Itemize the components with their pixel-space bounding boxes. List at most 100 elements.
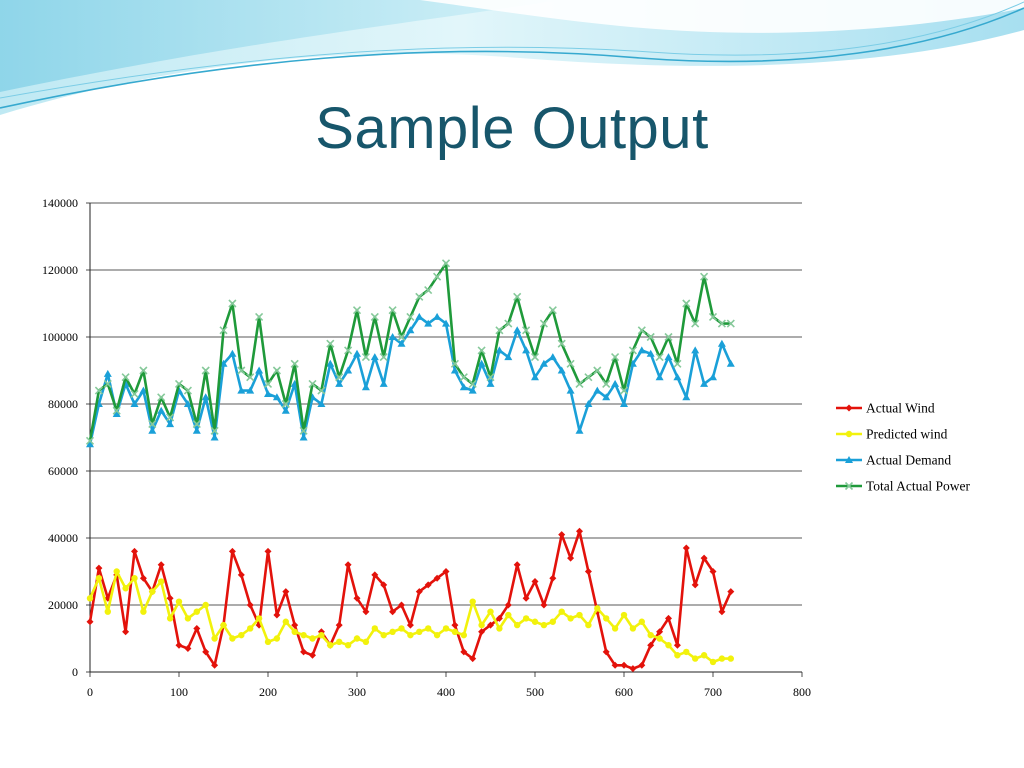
data-point-actual-demand (726, 359, 735, 367)
data-point-actual-wind (406, 621, 414, 629)
data-point-actual-demand (602, 393, 611, 401)
data-point-total-actual-power (486, 373, 495, 382)
data-point-predicted-wind (692, 655, 699, 662)
data-point-predicted-wind (184, 615, 192, 622)
data-point-predicted-wind (282, 618, 289, 625)
data-point-actual-demand (611, 379, 620, 387)
data-point-total-actual-power (655, 353, 664, 362)
legend-label: Actual Wind (866, 401, 935, 416)
data-point-actual-demand (477, 359, 486, 367)
data-point-actual-demand (103, 369, 112, 377)
data-point-predicted-wind (683, 648, 690, 656)
data-point-predicted-wind (122, 585, 129, 592)
x-tick-label: 700 (704, 685, 722, 699)
data-point-total-actual-power (183, 386, 192, 395)
data-point-predicted-wind (238, 631, 245, 639)
data-point-actual-demand (486, 379, 495, 387)
data-point-total-actual-power (664, 332, 673, 342)
data-point-actual-demand (531, 373, 539, 381)
data-point-predicted-wind (104, 608, 112, 615)
data-point-total-actual-power (575, 379, 584, 388)
data-point-actual-wind (709, 568, 717, 575)
data-point-actual-wind (380, 581, 388, 589)
data-point-actual-wind (237, 571, 245, 579)
data-point-predicted-wind (398, 625, 405, 632)
data-point-predicted-wind (158, 578, 165, 585)
data-point-predicted-wind (202, 601, 209, 609)
data-point-actual-demand (281, 406, 290, 414)
data-point-total-actual-power (157, 393, 166, 402)
data-point-predicted-wind (531, 618, 539, 625)
data-point-actual-demand (379, 379, 388, 387)
data-point-total-actual-power (192, 420, 201, 429)
data-point-predicted-wind (336, 638, 343, 646)
data-point-predicted-wind (656, 635, 663, 642)
data-point-total-actual-power (415, 292, 424, 301)
data-point-predicted-wind (638, 618, 645, 625)
data-point-actual-demand (335, 379, 344, 387)
data-point-total-actual-power (673, 359, 682, 368)
data-point-actual-wind (282, 588, 290, 596)
data-point-predicted-wind (344, 642, 352, 649)
data-point-actual-demand (166, 420, 175, 428)
data-point-total-actual-power (272, 366, 281, 375)
data-point-actual-demand (548, 353, 557, 361)
data-point-actual-wind (228, 547, 236, 555)
data-point-actual-demand (183, 400, 192, 407)
data-point-predicted-wind (193, 608, 200, 615)
data-point-total-actual-power (263, 379, 273, 388)
data-point-total-actual-power (388, 306, 397, 315)
legend-label: Actual Demand (866, 453, 951, 468)
data-point-actual-demand (344, 366, 353, 374)
data-point-actual-demand (522, 346, 531, 354)
data-point-actual-demand (299, 433, 308, 441)
data-point-actual-wind (389, 608, 397, 616)
data-point-predicted-wind (585, 621, 592, 629)
data-point-actual-wind (718, 608, 726, 616)
data-point-total-actual-power (228, 299, 237, 308)
data-point-actual-demand (228, 349, 237, 357)
data-point-total-actual-power (691, 319, 700, 328)
data-point-actual-demand (700, 379, 709, 387)
data-point-total-actual-power (148, 420, 157, 429)
decorative-wave-banner (0, 0, 1024, 115)
data-point-actual-demand (433, 312, 442, 320)
data-point-actual-wind (647, 641, 655, 649)
data-point-actual-demand (557, 366, 566, 374)
data-point-predicted-wind (727, 655, 734, 662)
data-point-actual-demand (664, 353, 673, 361)
data-point-total-actual-power (281, 399, 290, 409)
legend-item-actual-wind: Actual Wind (836, 401, 935, 416)
data-point-actual-wind (175, 641, 183, 649)
data-point-actual-wind (727, 588, 735, 596)
data-point-predicted-wind (647, 631, 654, 639)
data-point-total-actual-power (361, 353, 370, 362)
x-tick-label: 600 (615, 685, 633, 699)
data-point-actual-wind (602, 648, 610, 656)
data-point-actual-wind (291, 621, 299, 629)
data-point-predicted-wind (371, 625, 378, 632)
data-point-actual-wind (513, 561, 521, 569)
series-total-actual-power (85, 259, 735, 445)
data-point-actual-demand (272, 393, 281, 401)
data-point-actual-demand (646, 349, 655, 357)
data-point-predicted-wind (540, 621, 548, 629)
y-tick-label: 100000 (42, 330, 78, 344)
data-point-predicted-wind (175, 598, 183, 605)
data-point-actual-wind (95, 564, 103, 572)
data-point-actual-wind (531, 578, 539, 586)
data-point-actual-wind (549, 574, 557, 582)
data-point-actual-demand (620, 400, 628, 407)
data-point-actual-wind (451, 621, 459, 629)
data-point-actual-wind (166, 594, 174, 602)
data-point-actual-wind (335, 621, 343, 629)
legend-marker (845, 456, 853, 463)
data-point-actual-demand (513, 326, 522, 334)
y-tick-label: 20000 (48, 598, 78, 612)
data-point-predicted-wind (665, 642, 672, 649)
data-point-actual-demand (192, 426, 201, 434)
data-point-actual-wind (460, 648, 468, 656)
data-point-actual-demand (584, 400, 593, 407)
data-point-total-actual-power (379, 353, 388, 362)
